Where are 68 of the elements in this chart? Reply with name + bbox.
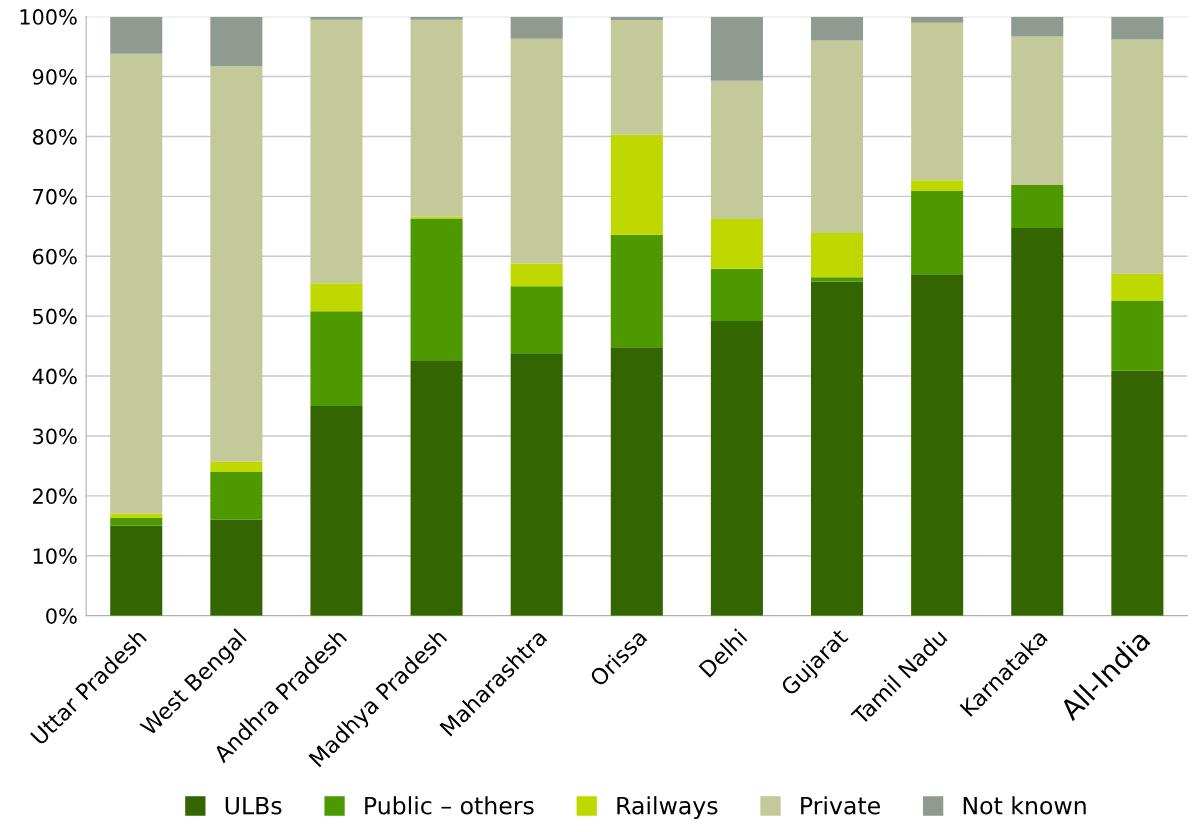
bar	[1111, 370, 1164, 616]
bar	[310, 406, 363, 616]
legend-label: Railways	[617, 796, 718, 820]
bar	[710, 80, 763, 220]
bar	[911, 190, 964, 275]
bar	[110, 16, 163, 54]
bar	[310, 283, 363, 312]
bar	[210, 519, 263, 616]
legend-label: Private	[801, 796, 880, 815]
bar	[410, 19, 463, 217]
bar	[310, 16, 363, 20]
bar	[811, 16, 864, 41]
bar	[510, 286, 563, 354]
bar	[911, 22, 964, 181]
y-tick-label: 100%	[20, 9, 77, 25]
bar	[510, 16, 563, 39]
bar	[510, 38, 563, 264]
bar	[610, 134, 663, 235]
bar	[710, 320, 763, 616]
y-tick-label: 70%	[33, 188, 77, 205]
legend-label: Not known	[963, 796, 1086, 815]
bar	[1011, 16, 1064, 37]
bar	[210, 66, 263, 462]
bar	[110, 525, 163, 616]
bar	[210, 471, 263, 520]
bar	[310, 311, 363, 407]
bar	[811, 40, 864, 233]
y-tick-label: 50%	[33, 308, 77, 325]
legend-label: ULBs	[225, 796, 282, 815]
bar	[811, 232, 864, 278]
y-tick-label: 30%	[33, 428, 77, 445]
bar	[911, 16, 964, 23]
legend-label: Public – others	[365, 796, 534, 815]
bar	[410, 361, 463, 616]
bar	[1011, 184, 1064, 229]
bar	[210, 16, 263, 67]
bar	[610, 347, 663, 616]
bar	[710, 219, 763, 269]
bar	[1111, 16, 1164, 40]
bar	[1111, 300, 1164, 371]
y-tick-label: 0%	[46, 608, 77, 624]
bar	[610, 20, 663, 135]
bar	[210, 461, 263, 472]
bar	[510, 353, 563, 616]
bar	[710, 16, 763, 81]
bar	[1111, 39, 1164, 274]
bar	[1011, 228, 1064, 616]
bar	[911, 180, 964, 191]
bar	[510, 263, 563, 287]
y-tick-label: 60%	[33, 248, 77, 265]
bar	[410, 218, 463, 362]
y-tick-label: 40%	[32, 368, 77, 385]
bar	[1011, 36, 1064, 185]
bar	[110, 53, 163, 514]
y-tick-label: 80%	[32, 128, 77, 145]
bar	[310, 19, 363, 284]
bar	[410, 16, 463, 20]
bar	[610, 234, 663, 348]
bar	[1111, 273, 1164, 301]
bar	[110, 513, 163, 519]
y-tick-label: 20%	[33, 488, 77, 505]
bar	[811, 277, 864, 282]
bar	[811, 281, 864, 616]
bar	[710, 268, 763, 321]
bar	[911, 274, 964, 616]
y-tick-label: 10%	[33, 548, 77, 564]
bar	[110, 518, 163, 526]
y-tick-label: 90%	[32, 69, 77, 85]
